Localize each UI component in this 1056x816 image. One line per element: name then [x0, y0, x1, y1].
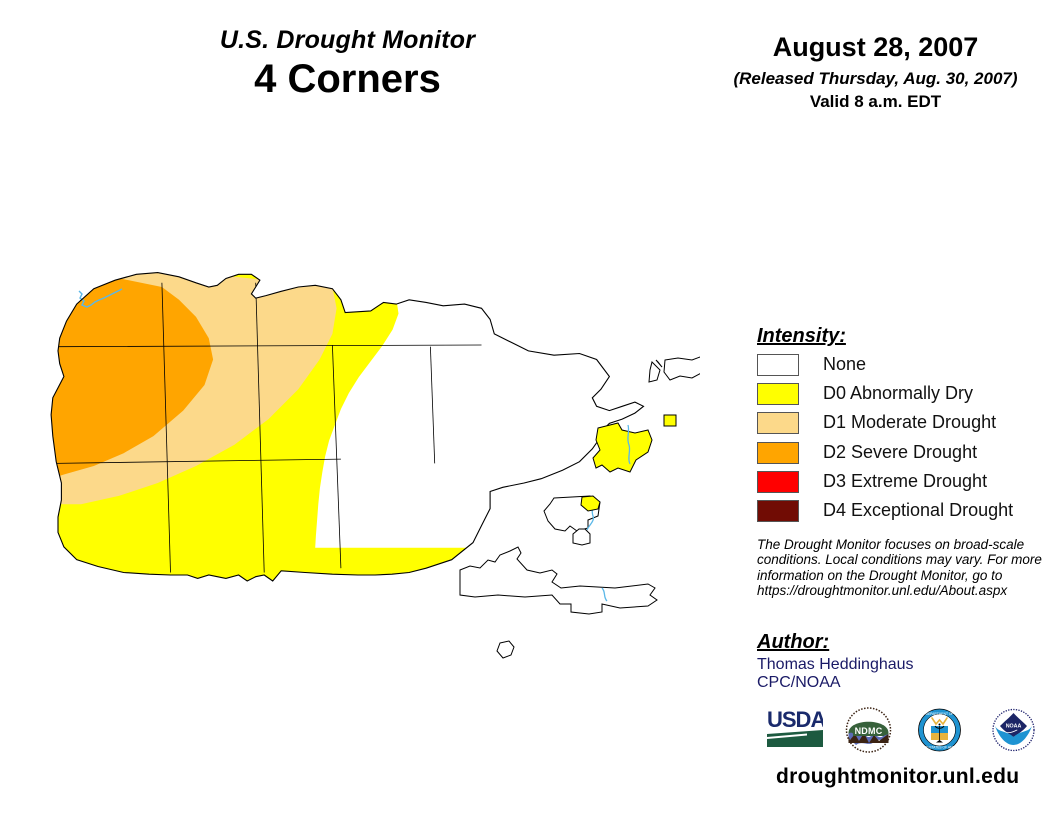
svg-text:NOAA: NOAA [1006, 724, 1022, 730]
svg-text:UNITED STATES OF AMERICA: UNITED STATES OF AMERICA [916, 746, 964, 750]
svg-text:NDMC: NDMC [855, 726, 883, 736]
svg-text:DEPARTMENT OF: DEPARTMENT OF [926, 712, 954, 716]
svg-text:USDA: USDA [767, 707, 823, 732]
